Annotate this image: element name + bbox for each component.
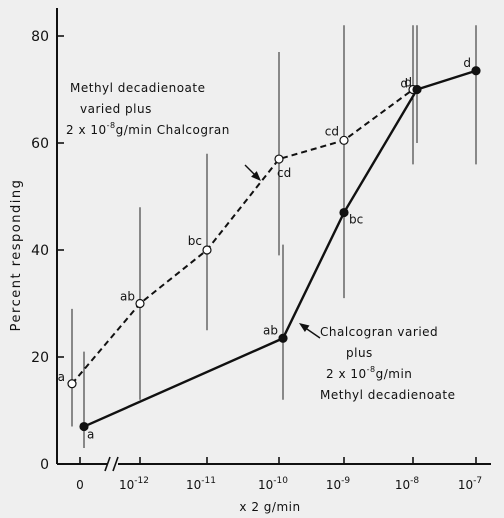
solid-series-point-label: d <box>404 76 412 90</box>
solid-series-point-label: bc <box>349 213 363 227</box>
y-axis-title: Percent responding <box>9 179 24 332</box>
x-tick-label: 0 <box>76 478 84 492</box>
solid-series-point-label: d <box>463 56 471 70</box>
y-tick-label: 80 <box>31 29 49 45</box>
x-tick-label: 10-10 <box>258 476 288 492</box>
solid-annotation-line-1: Chalcogran varied <box>320 325 439 339</box>
dashed-series-point <box>202 245 212 255</box>
y-tick-label: 20 <box>31 350 49 366</box>
x-tick-label: 10-8 <box>395 476 420 492</box>
dashed-annotation-arrowhead <box>251 171 261 181</box>
solid-series-point <box>339 207 349 218</box>
dashed-series-point-label: cd <box>325 124 339 138</box>
dashed-series-point <box>135 298 145 309</box>
solid-series-point <box>412 84 422 95</box>
solid-series-point <box>79 421 89 432</box>
x-tick-label: 10-9 <box>326 476 351 492</box>
x-tick-label: 10-7 <box>458 476 482 492</box>
axis-break-mark <box>112 456 119 472</box>
solid-series-point-label: a <box>87 428 94 442</box>
dashed-series-annotation: Methyl decadienoate varied plus 2 x 10-8… <box>62 78 230 141</box>
dashed-series-point-label: cd <box>277 166 291 180</box>
dashed-series-point-label: a <box>58 370 65 384</box>
solid-annotation-line-3: 2 x 10-8g/min <box>326 365 413 382</box>
solid-series-point <box>278 333 288 343</box>
solid-annotation-arrowhead <box>299 323 310 333</box>
solid-annotation-line-4: Methyl decadienoate <box>320 388 456 402</box>
axis-break-mark <box>104 456 111 472</box>
dashed-series-point-label: bc <box>188 234 202 248</box>
solid-series-point-label: ab <box>263 323 278 337</box>
dashed-annotation-line-3: 2 x 10-8g/min Chalcogran <box>66 121 230 138</box>
solid-series-annotation: Chalcogran varied plus 2 x 10-8g/min Met… <box>312 322 455 406</box>
x-tick-label: 10-11 <box>186 476 216 492</box>
solid-annotation-line-2: plus <box>346 346 373 360</box>
solid-series-point <box>471 66 481 76</box>
dashed-series-point-label: d <box>400 77 408 91</box>
dashed-series-point <box>274 154 284 164</box>
dashed-series-point <box>67 379 77 389</box>
x-tick-label: 10-12 <box>119 476 149 492</box>
y-tick-label: 0 <box>40 457 49 473</box>
y-tick-label: 40 <box>31 243 49 259</box>
y-tick-label: 60 <box>31 136 49 152</box>
dashed-series-point <box>339 135 349 145</box>
x-axis-title: x 2 g/min <box>239 500 300 514</box>
dashed-annotation-line-2: varied plus <box>80 102 152 116</box>
dashed-series-point-label: ab <box>120 290 135 304</box>
dashed-annotation-line-1: Methyl decadienoate <box>70 81 206 95</box>
